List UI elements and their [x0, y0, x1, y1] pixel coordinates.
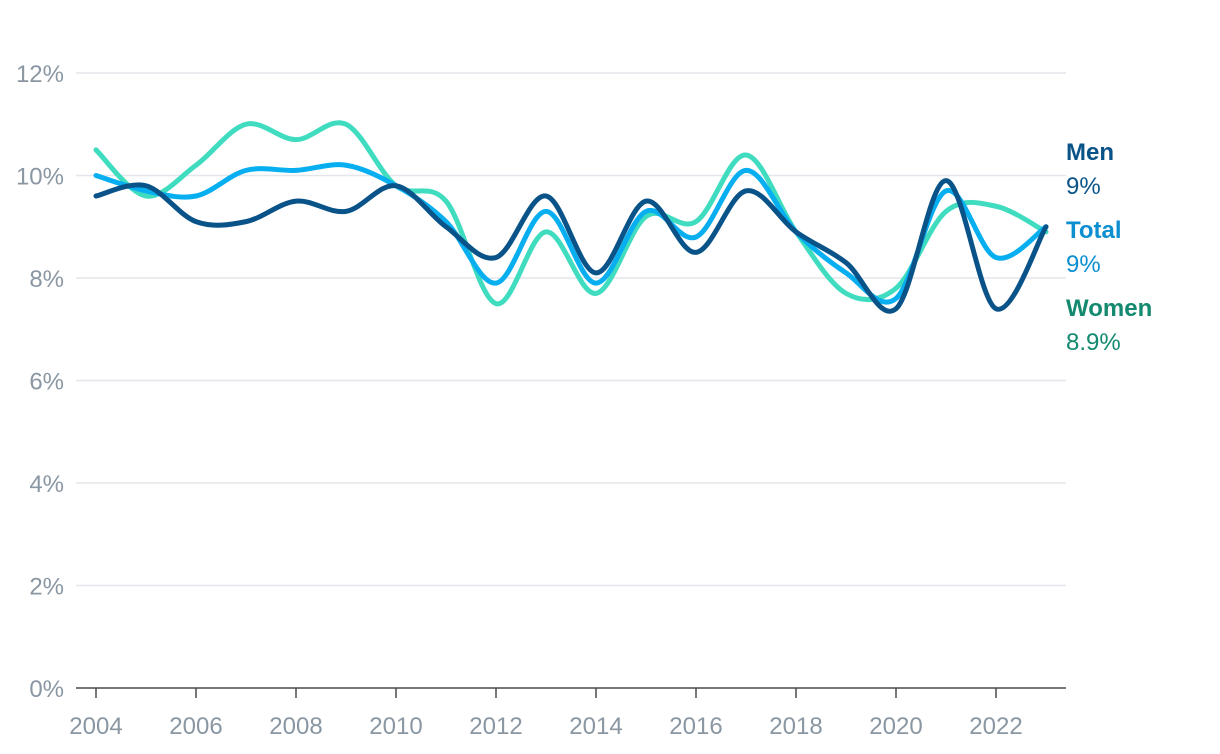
x-tick-label: 2014	[569, 713, 622, 740]
x-tick-label: 2020	[869, 713, 922, 740]
series-line-women	[93, 120, 1049, 307]
y-tick-label: 0%	[29, 676, 64, 703]
x-tick-label: 2010	[369, 713, 422, 740]
y-tick-label: 2%	[29, 574, 64, 601]
end-label-name-total: Total	[1066, 217, 1122, 244]
x-tick-label: 2022	[969, 713, 1022, 740]
end-label-value-women: 8.9%	[1066, 329, 1121, 356]
x-tick-label: 2012	[469, 713, 522, 740]
y-tick-label: 10%	[16, 164, 64, 191]
end-label-name-women: Women	[1066, 295, 1152, 322]
x-tick-label: 2016	[669, 713, 722, 740]
x-axis-tick-labels: 2004 2006 2008 2010 2012 2014 2016 2018 2020 2022	[69, 713, 1022, 740]
x-tick-label: 2004	[69, 713, 122, 740]
x-axis	[76, 687, 1066, 698]
end-label-value-men: 9%	[1066, 173, 1101, 200]
series-lines	[93, 120, 1049, 314]
y-tick-label: 6%	[29, 369, 64, 396]
x-tick-label: 2018	[769, 713, 822, 740]
x-tick-label: 2008	[269, 713, 322, 740]
end-labels: Men 9% Total 9% Women 8.9%	[1066, 139, 1152, 356]
x-tick-label: 2006	[169, 713, 222, 740]
end-label-name-men: Men	[1066, 139, 1114, 166]
series-line-total	[93, 162, 1049, 305]
end-label-value-total: 9%	[1066, 251, 1101, 278]
y-tick-label: 12%	[16, 61, 64, 88]
y-tick-label: 4%	[29, 471, 64, 498]
y-tick-label: 8%	[29, 266, 64, 293]
y-axis-tick-labels: 0% 2% 4% 6% 8% 10% 12%	[16, 61, 64, 703]
series-line-men	[93, 178, 1049, 314]
gridlines	[76, 72, 1066, 587]
